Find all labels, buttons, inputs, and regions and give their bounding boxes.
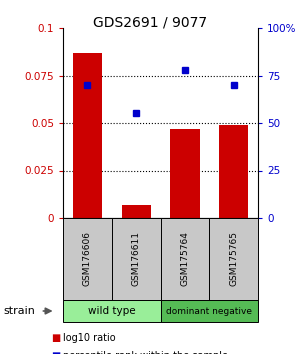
Bar: [219, 125, 248, 218]
Bar: [63, 218, 112, 300]
Text: strain: strain: [3, 306, 35, 316]
Text: percentile rank within the sample: percentile rank within the sample: [63, 350, 228, 354]
Bar: [160, 300, 258, 322]
Bar: [112, 218, 160, 300]
Text: ■: ■: [51, 333, 60, 343]
Bar: [170, 129, 200, 218]
Text: wild type: wild type: [88, 306, 136, 316]
Bar: [160, 218, 209, 300]
Text: GSM176611: GSM176611: [132, 232, 141, 286]
Bar: [209, 218, 258, 300]
Text: GSM175765: GSM175765: [229, 232, 238, 286]
Bar: [73, 53, 102, 218]
Text: ■: ■: [51, 350, 60, 354]
Text: GSM175764: GSM175764: [180, 232, 189, 286]
Text: dominant negative: dominant negative: [166, 307, 252, 315]
Text: GDS2691 / 9077: GDS2691 / 9077: [93, 15, 207, 29]
Bar: [122, 205, 151, 218]
Text: GSM176606: GSM176606: [83, 232, 92, 286]
Bar: [63, 300, 160, 322]
Text: log10 ratio: log10 ratio: [63, 333, 116, 343]
